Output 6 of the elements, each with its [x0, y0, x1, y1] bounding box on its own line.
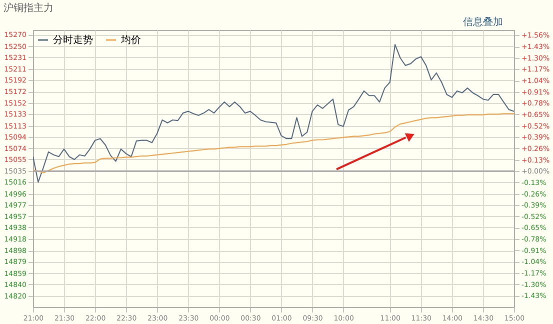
legend-label: 分时走势	[53, 34, 93, 46]
chart-title: 沪铜指主力	[4, 2, 54, 14]
line-series	[33, 44, 514, 183]
text: 信息叠加	[463, 16, 503, 28]
legend-label: 均价	[120, 34, 141, 46]
line-series	[33, 113, 514, 174]
